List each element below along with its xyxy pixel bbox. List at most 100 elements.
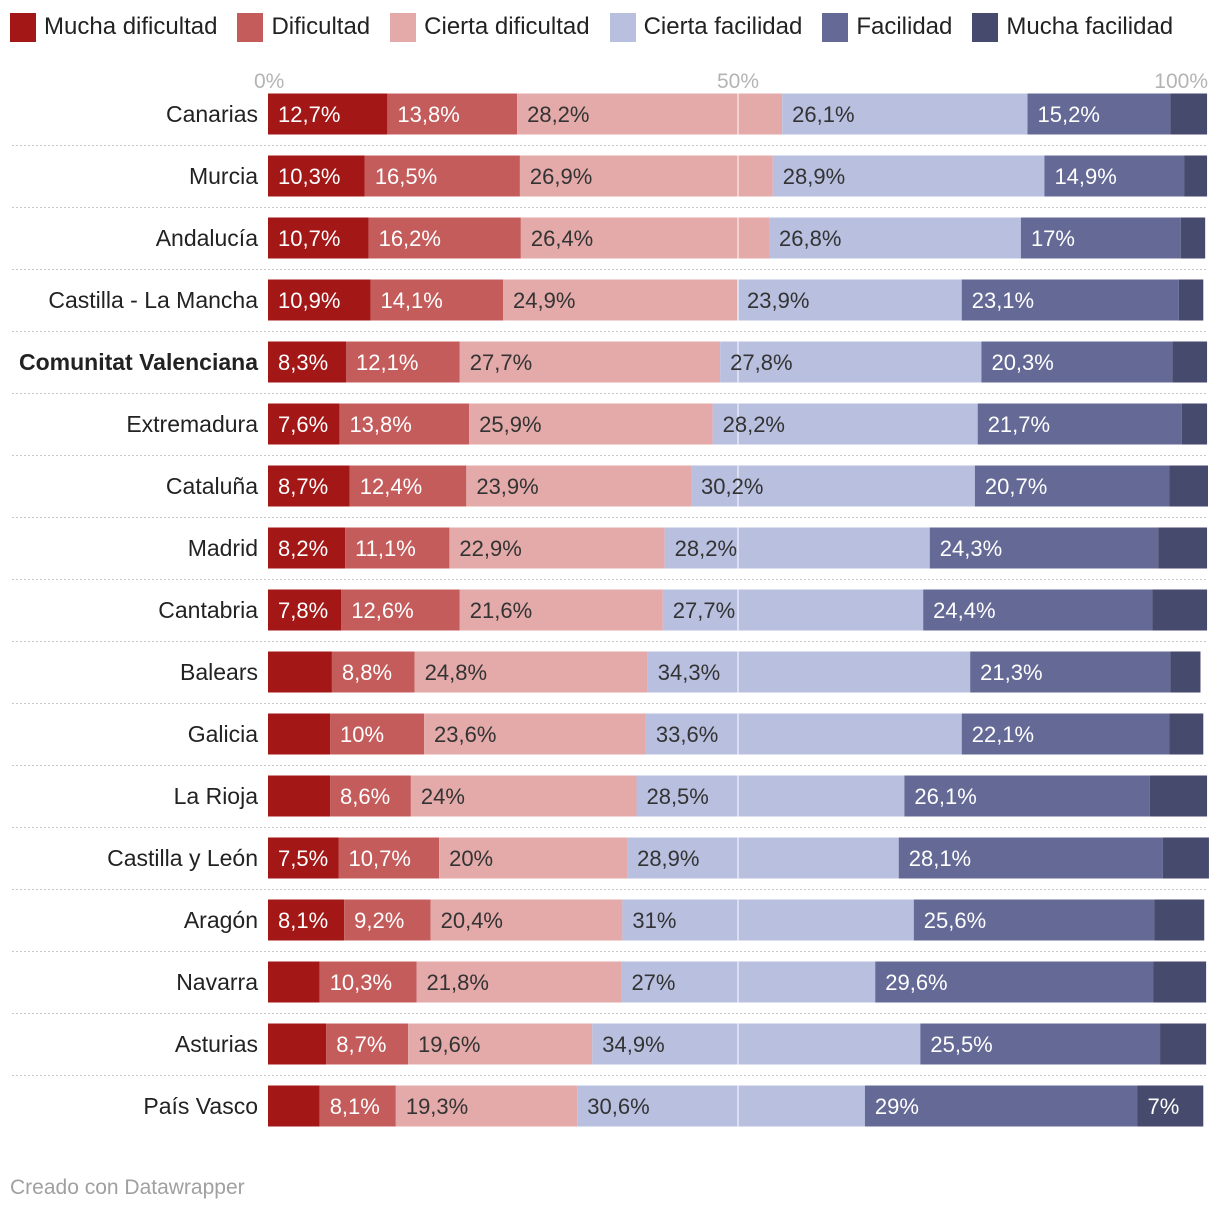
data-label: 14,1% — [380, 288, 442, 313]
bar-segment — [1179, 280, 1203, 321]
axis-tick-label: 50% — [717, 70, 759, 93]
data-label: 21,7% — [988, 412, 1050, 437]
data-label: 24,9% — [513, 288, 575, 313]
data-label: 27% — [631, 970, 675, 995]
bar-segment — [1153, 590, 1208, 631]
data-label: 26,1% — [914, 784, 976, 809]
region-label: Aragón — [184, 907, 258, 933]
data-label: 8,1% — [330, 1094, 380, 1119]
data-label: 12,7% — [278, 102, 340, 127]
region-label: Castilla - La Mancha — [48, 287, 258, 313]
bar-segment — [1172, 342, 1207, 383]
data-label: 16,2% — [379, 226, 441, 251]
stacked-bar-chart: 0% 50% 100% Canarias 12,7% 13,8% 28,2% 26,1% 15,… — [0, 0, 1220, 1170]
data-label: 29,6% — [885, 970, 947, 995]
region-label: La Rioja — [174, 783, 259, 809]
bar-segment — [268, 652, 332, 693]
data-label: 20,7% — [985, 474, 1047, 499]
data-label: 25,5% — [930, 1032, 992, 1057]
bar-segment — [1169, 466, 1208, 507]
data-label: 27,7% — [470, 350, 532, 375]
region-label: Canarias — [166, 101, 258, 127]
data-label: 24,8% — [425, 660, 487, 685]
data-label: 8,3% — [278, 350, 328, 375]
data-label: 22,9% — [459, 536, 521, 561]
bar-segment — [1150, 776, 1207, 817]
data-label: 23,9% — [476, 474, 538, 499]
axis-tick-label: 100% — [1154, 70, 1208, 93]
bar-segment — [268, 714, 330, 755]
data-label: 8,7% — [336, 1032, 386, 1057]
data-label: 13,8% — [349, 412, 411, 437]
data-label: 20% — [449, 846, 493, 871]
region-label: Balears — [180, 659, 258, 685]
data-label: 8,2% — [278, 536, 328, 561]
data-label: 26,8% — [779, 226, 841, 251]
data-label: 28,5% — [646, 784, 708, 809]
data-label: 13,8% — [397, 102, 459, 127]
data-label: 10,7% — [349, 846, 411, 871]
data-label: 25,9% — [479, 412, 541, 437]
axis-tick-label: 0% — [254, 70, 284, 93]
data-label: 10,7% — [278, 226, 340, 251]
data-label: 17% — [1031, 226, 1075, 251]
data-label: 24,4% — [933, 598, 995, 623]
data-label: 27,7% — [673, 598, 735, 623]
bar-segment — [1182, 404, 1207, 445]
data-label: 16,5% — [375, 164, 437, 189]
data-label: 20,3% — [991, 350, 1053, 375]
data-label: 26,4% — [531, 226, 593, 251]
bar-segment — [268, 1024, 326, 1065]
bar-segment — [1170, 94, 1207, 135]
data-label: 10% — [340, 722, 384, 747]
region-label: Cantabria — [158, 597, 258, 623]
data-label: 8,6% — [340, 784, 390, 809]
region-label: Galicia — [188, 721, 259, 747]
bar-segment — [268, 1086, 320, 1127]
data-label: 8,7% — [278, 474, 328, 499]
data-label: 14,9% — [1054, 164, 1116, 189]
data-label: 7,6% — [278, 412, 328, 437]
region-label: Castilla y León — [107, 845, 258, 871]
data-label: 21,3% — [980, 660, 1042, 685]
data-label: 7,8% — [278, 598, 328, 623]
data-label: 20,4% — [441, 908, 503, 933]
data-label: 27,8% — [730, 350, 792, 375]
data-label: 28,9% — [783, 164, 845, 189]
data-label: 26,9% — [530, 164, 592, 189]
data-label: 29% — [875, 1094, 919, 1119]
region-label: Extremadura — [126, 411, 258, 437]
data-label: 30,2% — [701, 474, 763, 499]
bar-segment — [268, 776, 330, 817]
data-label: 10,3% — [330, 970, 392, 995]
region-label: Cataluña — [166, 473, 258, 499]
data-label: 22,1% — [972, 722, 1034, 747]
data-label: 12,6% — [351, 598, 413, 623]
data-label: 19,3% — [406, 1094, 468, 1119]
data-label: 10,3% — [278, 164, 340, 189]
data-label: 21,6% — [470, 598, 532, 623]
data-label: 28,9% — [637, 846, 699, 871]
bar-segment — [1160, 1024, 1206, 1065]
data-label: 33,6% — [656, 722, 718, 747]
region-label: Andalucía — [156, 225, 259, 251]
region-label: Madrid — [188, 535, 258, 561]
data-label: 28,2% — [527, 102, 589, 127]
region-label: Comunitat Valenciana — [19, 349, 258, 375]
data-label: 28,1% — [909, 846, 971, 871]
region-label: Murcia — [189, 163, 258, 189]
data-label: 34,3% — [658, 660, 720, 685]
bar-segment — [1158, 528, 1207, 569]
bar-segment — [1163, 838, 1209, 879]
data-label: 7% — [1148, 1094, 1180, 1119]
footer-credit: Creado con Datawrapper — [10, 1176, 245, 1200]
data-label: 34,9% — [602, 1032, 664, 1057]
data-label: 24,3% — [940, 536, 1002, 561]
region-label: Navarra — [176, 969, 258, 995]
data-label: 25,6% — [924, 908, 986, 933]
data-label: 12,4% — [360, 474, 422, 499]
data-label: 7,5% — [278, 846, 328, 871]
data-label: 12,1% — [356, 350, 418, 375]
bar-segment — [1154, 900, 1204, 941]
data-label: 8,8% — [342, 660, 392, 685]
